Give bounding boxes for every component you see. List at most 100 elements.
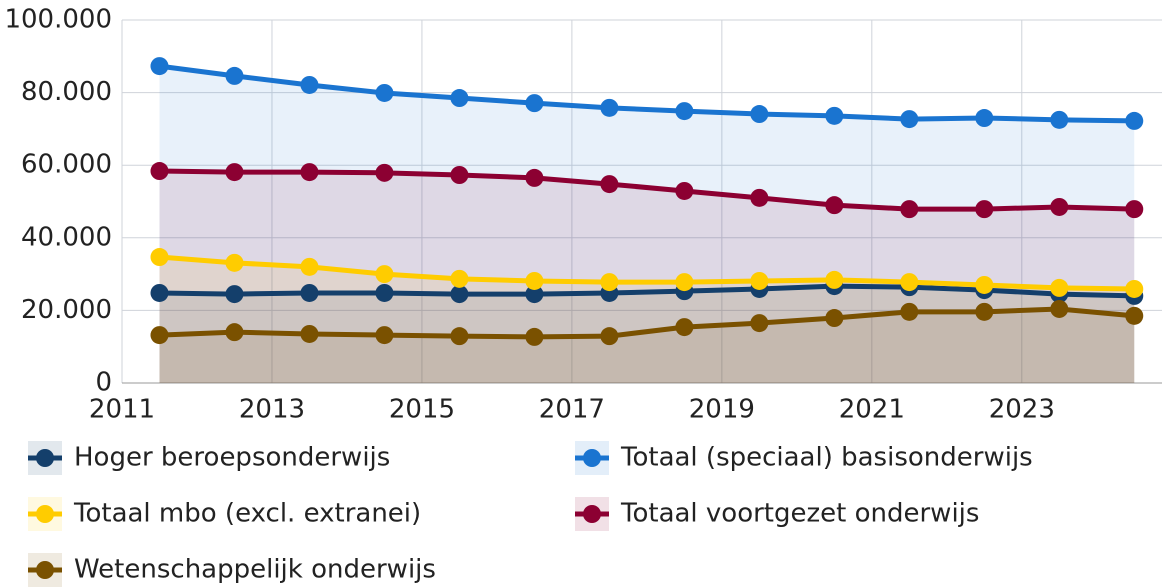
x-tick-label: 2013 [239,395,305,425]
data-point [900,200,919,219]
data-point [675,102,694,121]
y-tick-label: 40.000 [21,222,112,252]
data-point [750,188,769,207]
series-area [159,171,1135,383]
series-area [159,286,1135,383]
data-point [675,181,694,200]
series-line [159,283,1135,299]
data-point [825,270,844,289]
y-tick-label: 0 [95,368,112,398]
data-point [600,98,619,117]
data-point [150,248,169,267]
data-point [900,273,919,292]
y-tick-label: 80.000 [21,77,112,107]
legend-item: Totaal mbo (excl. extranei) [28,497,421,531]
series-line [159,63,1135,124]
data-point [825,309,844,328]
y-tick-label: 60.000 [21,150,112,180]
data-point [375,163,394,182]
data-point [1125,306,1144,325]
data-point [525,327,544,346]
x-tick-label: 2015 [389,395,455,425]
data-point [225,66,244,85]
data-point [300,324,319,343]
x-tick-label: 2019 [689,395,755,425]
data-point [150,162,169,181]
data-point [975,200,994,219]
legend-label: Totaal (speciaal) basisonderwijs [620,443,1033,473]
legend-item: Totaal voortgezet onderwijs [575,497,979,531]
y-tick-label: 100.000 [4,5,112,35]
data-point [1050,197,1069,216]
data-point [1050,278,1069,297]
data-point [750,105,769,124]
y-tick-label: 20.000 [21,295,112,325]
data-point [1050,110,1069,129]
data-point [675,273,694,292]
data-point [600,273,619,292]
data-point [525,94,544,113]
data-point [825,106,844,125]
series-line [159,168,1135,212]
legend-label: Wetenschappelijk onderwijs [74,555,436,585]
x-tick-label: 2021 [839,395,905,425]
data-point [525,285,544,304]
legend-dot [36,449,54,467]
data-point [300,257,319,276]
legend-label: Totaal mbo (excl. extranei) [73,499,421,529]
data-point [300,283,319,302]
legend-label: Totaal voortgezet onderwijs [620,499,979,529]
legend-dot [583,449,601,467]
legend-item: Totaal (speciaal) basisonderwijs [575,441,1033,475]
data-point [225,323,244,342]
data-point [150,283,169,302]
data-point [450,285,469,304]
data-point [225,163,244,182]
legend-item: Wetenschappelijk onderwijs [28,553,436,587]
data-point [375,83,394,102]
legend-dot [36,505,54,523]
data-point [975,109,994,128]
data-point [300,75,319,94]
data-point [225,253,244,272]
data-point [900,302,919,321]
data-point [1125,200,1144,219]
data-point [750,271,769,290]
data-point [150,326,169,345]
data-point [1050,299,1069,318]
series-line [159,306,1135,340]
data-point [525,168,544,187]
data-point [1125,279,1144,298]
data-point [225,285,244,304]
data-point [375,283,394,302]
x-tick-label: 2011 [89,395,155,425]
data-point [375,326,394,345]
legend-dot [36,561,54,579]
data-point [450,269,469,288]
x-tick-label: 2017 [539,395,605,425]
data-point [300,163,319,182]
data-point [975,275,994,294]
data-point [150,57,169,76]
series-area [159,66,1135,383]
data-point [900,110,919,129]
data-point [450,327,469,346]
data-point [825,196,844,215]
data-point [375,265,394,284]
series-line [159,254,1135,292]
data-point [525,271,544,290]
data-point [975,302,994,321]
data-point [600,327,619,346]
data-point [675,318,694,337]
data-point [1125,111,1144,130]
data-point [450,166,469,185]
x-tick-label: 2023 [989,395,1055,425]
legend-dot [583,505,601,523]
data-point [750,314,769,333]
series-area [159,308,1135,383]
data-point [450,89,469,108]
legend-item: Hoger beroepsonderwijs [28,441,390,475]
legend-label: Hoger beroepsonderwijs [74,443,390,473]
data-point [600,175,619,194]
